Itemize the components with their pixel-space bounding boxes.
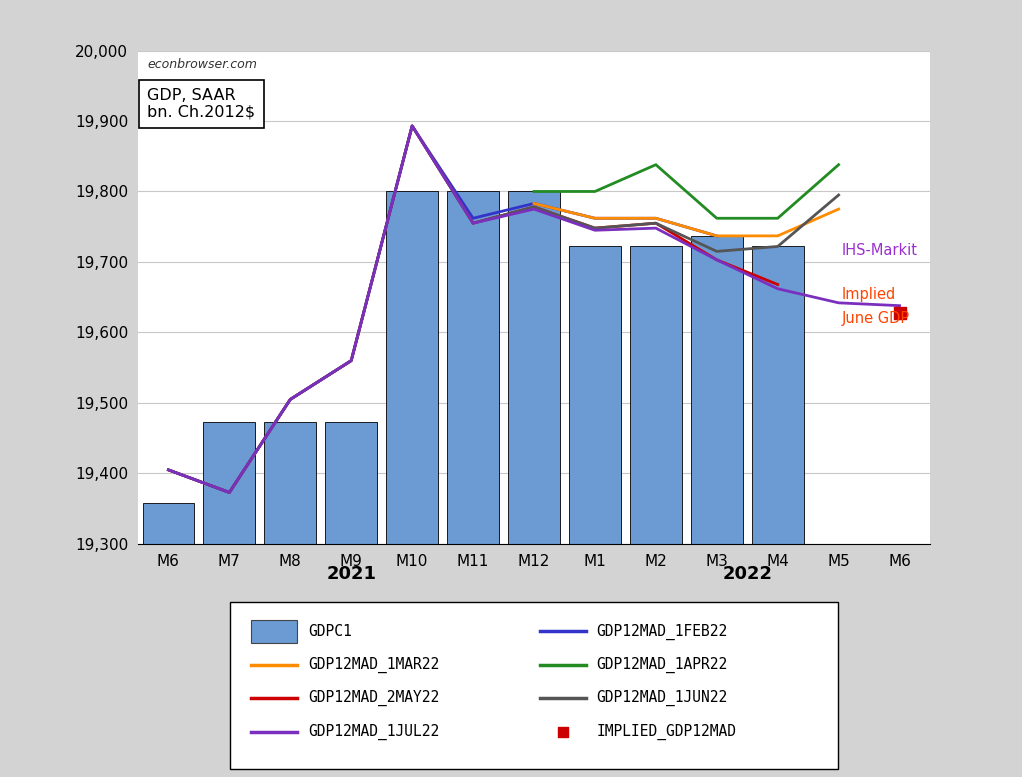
Text: GDP12MAD_2MAY22: GDP12MAD_2MAY22 bbox=[308, 690, 439, 706]
Bar bbox=[251, 620, 296, 643]
Text: IMPLIED_GDP12MAD: IMPLIED_GDP12MAD bbox=[597, 723, 737, 740]
Text: GDP12MAD_1APR22: GDP12MAD_1APR22 bbox=[597, 657, 728, 673]
Bar bbox=[691, 236, 743, 777]
Text: GDP12MAD_1FEB22: GDP12MAD_1FEB22 bbox=[597, 623, 728, 639]
Bar bbox=[142, 503, 194, 777]
Text: June GDP: June GDP bbox=[842, 312, 910, 326]
Point bbox=[555, 726, 571, 738]
Text: econbrowser.com: econbrowser.com bbox=[147, 58, 258, 71]
Bar bbox=[569, 246, 620, 777]
Text: Implied: Implied bbox=[842, 287, 896, 301]
Bar bbox=[448, 191, 499, 777]
Text: GDP12MAD_1JUL22: GDP12MAD_1JUL22 bbox=[308, 723, 439, 740]
FancyBboxPatch shape bbox=[230, 602, 838, 769]
Bar bbox=[508, 191, 560, 777]
Text: GDP12MAD_1MAR22: GDP12MAD_1MAR22 bbox=[308, 657, 439, 673]
Text: GDP, SAAR
bn. Ch.2012$: GDP, SAAR bn. Ch.2012$ bbox=[147, 88, 256, 120]
Text: 2022: 2022 bbox=[723, 565, 773, 583]
Bar bbox=[265, 422, 316, 777]
Text: 2021: 2021 bbox=[326, 565, 376, 583]
Bar bbox=[325, 422, 377, 777]
Text: IHS-Markit: IHS-Markit bbox=[842, 243, 918, 258]
Text: GDPC1: GDPC1 bbox=[308, 624, 352, 639]
Text: GDP12MAD_1JUN22: GDP12MAD_1JUN22 bbox=[597, 690, 728, 706]
Bar bbox=[386, 191, 438, 777]
Point bbox=[891, 306, 908, 319]
Bar bbox=[752, 246, 803, 777]
Bar bbox=[630, 246, 682, 777]
Bar bbox=[203, 422, 256, 777]
